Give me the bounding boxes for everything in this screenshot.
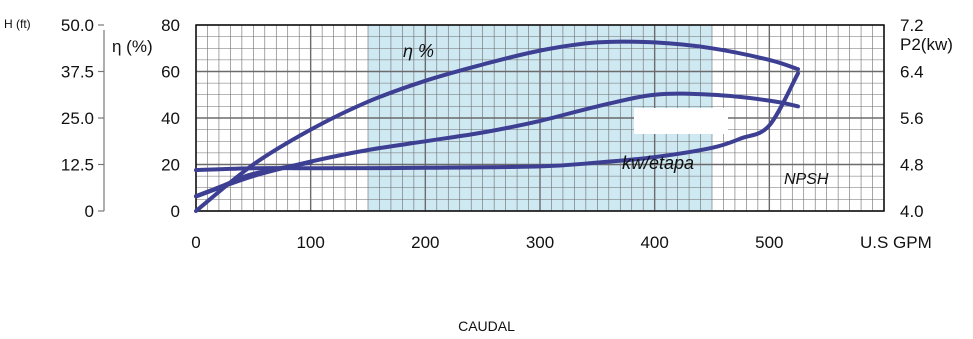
head-tick-label: 12.5 bbox=[61, 156, 94, 175]
x-tick-label: 0 bbox=[191, 233, 200, 252]
head-axis-title: H (ft) bbox=[4, 17, 31, 31]
power-curve-label: kw/etapa bbox=[622, 153, 694, 173]
series-line-0 bbox=[194, 39, 800, 213]
efficiency-tick-label: 20 bbox=[161, 156, 180, 175]
power-tick-label: 5.6 bbox=[900, 109, 924, 128]
x-tick-label: 200 bbox=[411, 233, 439, 252]
curves bbox=[194, 39, 800, 213]
x-tick-label: 400 bbox=[640, 233, 668, 252]
x-axis-title: U.S GPM bbox=[860, 233, 932, 252]
left-axes bbox=[98, 24, 105, 212]
power-tick-label: 4.8 bbox=[900, 156, 924, 175]
efficiency-tick-label: 0 bbox=[171, 202, 180, 221]
head-tick-label: 50.0 bbox=[61, 16, 94, 35]
power-tick-label: 7.2 bbox=[900, 16, 924, 35]
power-axis-title: P2(kw) bbox=[900, 35, 953, 54]
npsh-curve-label: NPSH bbox=[784, 171, 829, 188]
power-tick-label: 6.4 bbox=[900, 63, 924, 82]
head-tick-label: 0 bbox=[85, 202, 94, 221]
chart-grid bbox=[195, 24, 885, 212]
blank-label-box bbox=[634, 108, 728, 134]
x-tick-label: 500 bbox=[755, 233, 783, 252]
series-line-3 bbox=[194, 160, 313, 199]
power-tick-label: 4.0 bbox=[900, 202, 924, 221]
head-tick-label: 37.5 bbox=[61, 63, 94, 82]
efficiency-tick-label: 60 bbox=[161, 63, 180, 82]
caudal-label: CAUDAL bbox=[458, 318, 515, 334]
head-tick-label: 25.0 bbox=[61, 109, 94, 128]
series-line-2 bbox=[194, 71, 800, 173]
tick-labels: 50.0 80 7.237.5 60 6.425.0 40 5.612.5 20 4.80 0 4.… bbox=[61, 16, 924, 252]
plot-frame bbox=[195, 24, 885, 212]
efficiency-tick-label: 40 bbox=[161, 109, 180, 128]
x-tick-label: 100 bbox=[296, 233, 324, 252]
efficiency-curve-label: η % bbox=[403, 41, 434, 61]
efficiency-tick-label: 80 bbox=[161, 16, 180, 35]
x-tick-label: 300 bbox=[526, 233, 554, 252]
efficiency-axis-title: η (%) bbox=[112, 37, 153, 56]
